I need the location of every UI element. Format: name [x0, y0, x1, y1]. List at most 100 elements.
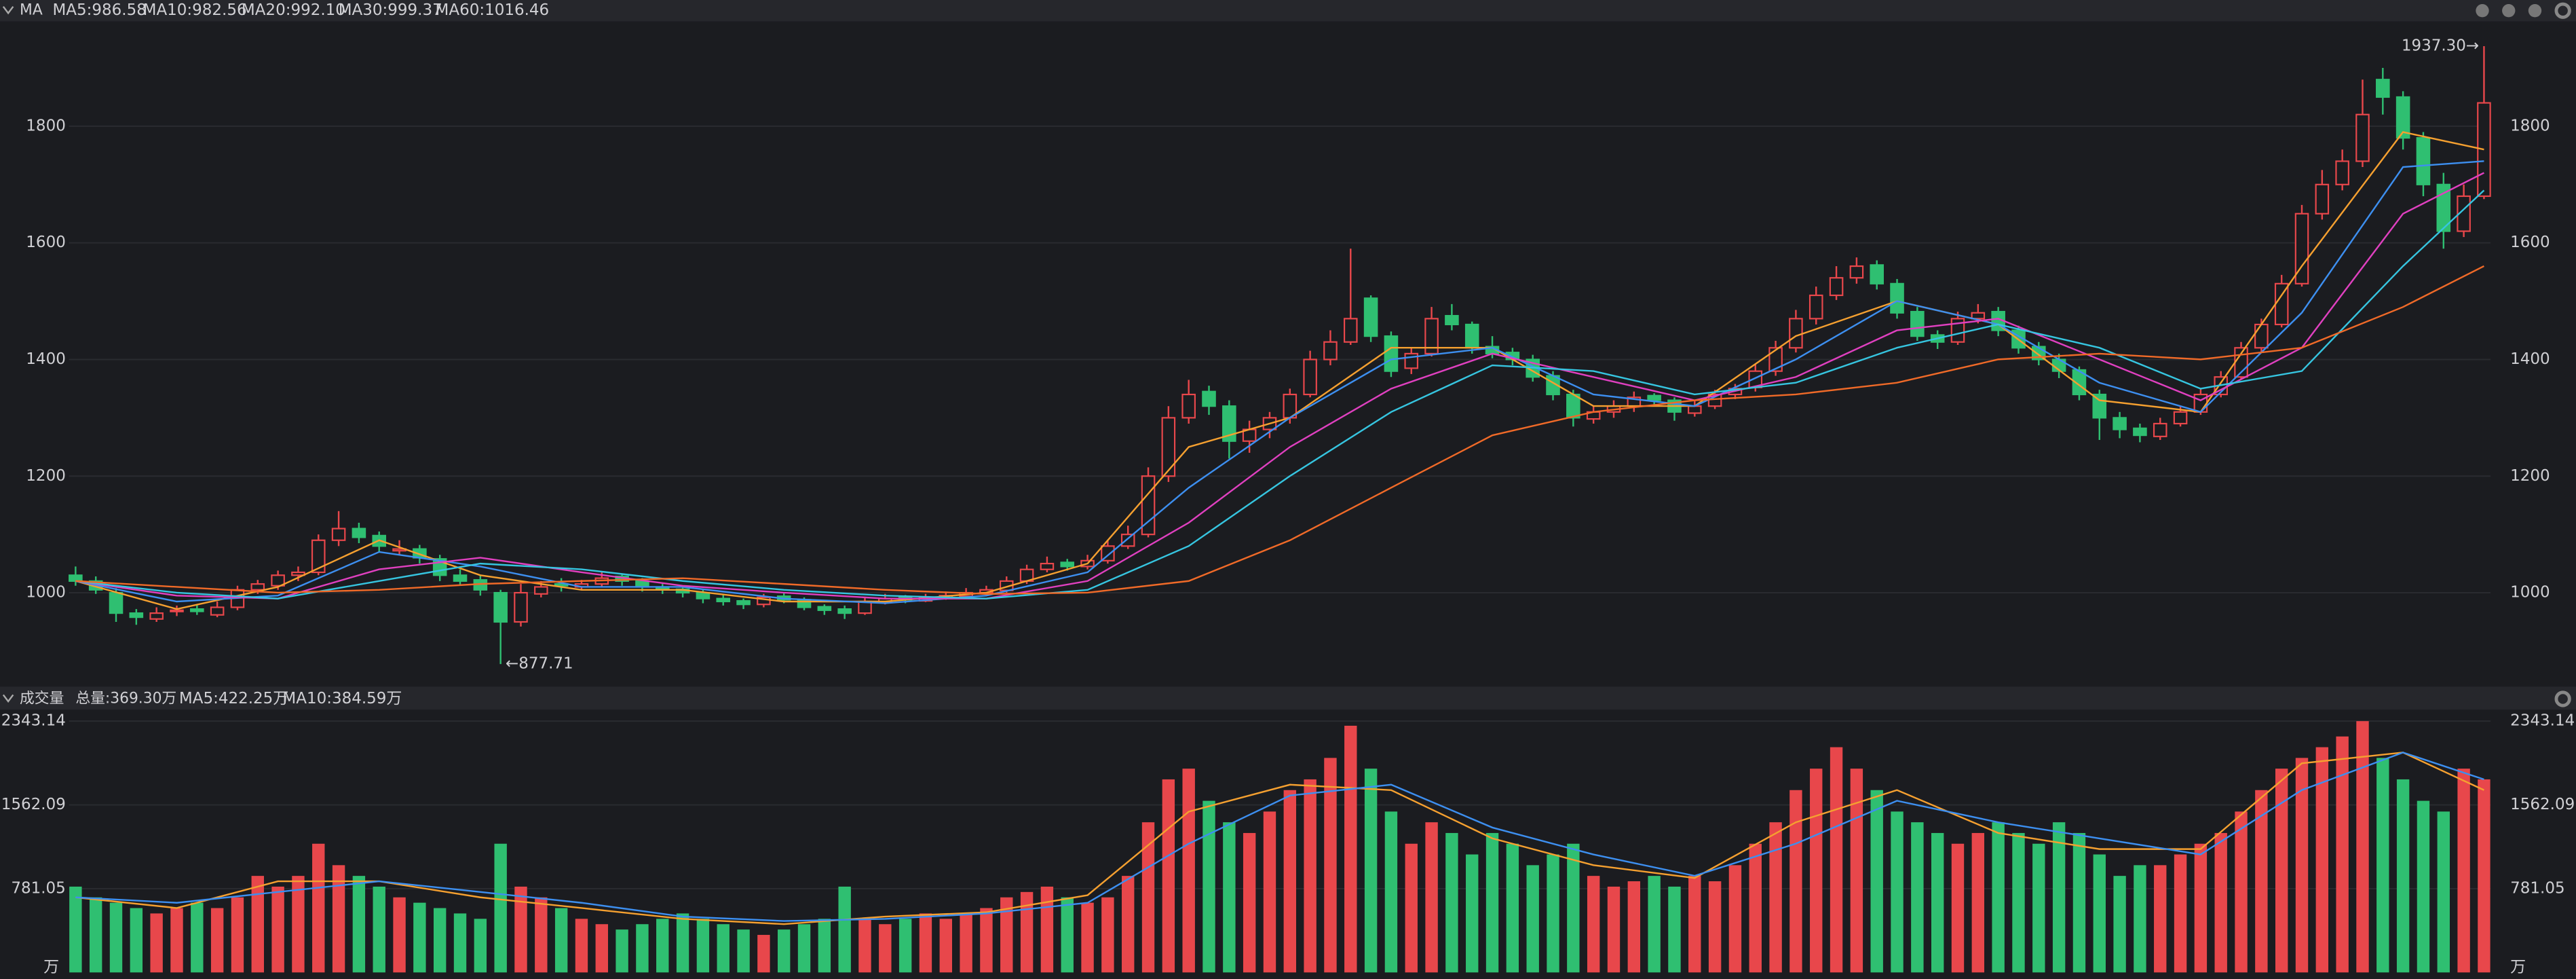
- volume-bar: [1749, 843, 1762, 973]
- ma-line: [75, 752, 2484, 925]
- candle-body: [696, 591, 711, 599]
- volume-bar: [1141, 822, 1155, 973]
- candle-body: [1120, 534, 1135, 547]
- volume-bar: [2134, 865, 2146, 973]
- volume-bar: [1243, 832, 1256, 973]
- candle-body: [1323, 341, 1338, 361]
- candle-body: [271, 574, 285, 587]
- candle-body: [736, 599, 751, 606]
- volume-bar: [898, 919, 912, 973]
- volume-bar: [1708, 881, 1722, 973]
- volume-bar: [150, 913, 163, 973]
- candle-body: [210, 606, 225, 616]
- volume-bar: [130, 908, 143, 973]
- remove-button[interactable]: [2528, 4, 2542, 18]
- volume-bar: [797, 924, 811, 973]
- candle-body: [1181, 393, 1196, 419]
- y-tick-label: 781.05: [2510, 879, 2564, 897]
- volume-bar: [514, 886, 527, 973]
- price-header: [0, 0, 2576, 22]
- total-volume: 总量:369.30万: [75, 690, 176, 707]
- volume-bar: [1202, 800, 1215, 973]
- candle-body: [2133, 427, 2147, 437]
- volume-bar: [595, 924, 608, 973]
- y-tick-label: 1400: [26, 350, 66, 368]
- volume-bar: [1992, 822, 2005, 973]
- minimize-button[interactable]: [2476, 4, 2489, 18]
- candle-body: [2376, 79, 2390, 98]
- volume-bar: [2255, 790, 2268, 973]
- volume-bar: [352, 876, 366, 973]
- volume-bar: [2437, 811, 2450, 973]
- add-button[interactable]: [2502, 4, 2516, 18]
- volume-bar: [1931, 832, 1944, 973]
- candle-body: [69, 574, 83, 582]
- settings-button[interactable]: [2554, 690, 2571, 707]
- volume-bar: [373, 886, 385, 973]
- candle-body: [817, 606, 832, 611]
- volume-bar: [919, 913, 932, 973]
- candle-body: [1384, 335, 1399, 372]
- candle-body: [190, 608, 204, 612]
- collapse-icon[interactable]: [2, 694, 14, 703]
- candle-body: [1971, 312, 1986, 320]
- candle-body: [493, 591, 508, 623]
- volume-bar: [1182, 769, 1195, 973]
- volume-bar: [2315, 747, 2329, 973]
- candle-body: [1445, 314, 1459, 326]
- volume-bar: [1587, 876, 1600, 973]
- volume-bar: [1870, 790, 1883, 973]
- y-tick-label: 1562.09: [1, 796, 66, 813]
- unit-label: 万: [2510, 959, 2526, 976]
- candle-body: [453, 574, 468, 582]
- volume-bar: [2356, 721, 2369, 973]
- candle-body: [1647, 394, 1661, 401]
- volume-bar: [474, 919, 487, 973]
- panel-title: MA: [20, 2, 43, 19]
- candle-body: [250, 583, 265, 591]
- ma-line: [75, 189, 2485, 599]
- y-tick-label: 781.05: [11, 879, 65, 897]
- candle-body: [1343, 318, 1358, 343]
- candle-body: [129, 612, 144, 618]
- volume-bar: [271, 886, 284, 973]
- volume-bar: [1040, 886, 1054, 973]
- volume-bar: [393, 897, 406, 973]
- candle-body: [2395, 96, 2410, 139]
- candle-body: [2335, 160, 2349, 185]
- volume-bar: [494, 843, 507, 973]
- volume-bar: [1668, 886, 1681, 973]
- y-tick-label: 1200: [26, 467, 66, 485]
- volume-bar: [2235, 811, 2248, 973]
- volume-bar: [453, 913, 467, 973]
- volume-bar: [312, 843, 325, 973]
- volume-bar: [717, 924, 730, 973]
- candle-body: [2153, 422, 2167, 437]
- volume-bar: [1425, 822, 1438, 973]
- volume-bar: [2478, 779, 2490, 973]
- volume-bar: [1971, 832, 1985, 973]
- candle-body: [2294, 213, 2309, 284]
- settings-button[interactable]: [2554, 2, 2571, 19]
- volume-bar: [89, 897, 102, 973]
- volume-bar: [2214, 832, 2227, 973]
- legend-entry: MA60:1016.46: [436, 1, 550, 19]
- volume-bar: [1445, 832, 1458, 973]
- collapse-icon[interactable]: [2, 5, 14, 15]
- y-tick-label: 1800: [26, 117, 66, 134]
- candle-body: [1161, 417, 1176, 477]
- candle-body: [1303, 358, 1317, 396]
- volume-bar: [575, 919, 588, 973]
- legend-entry: MA5:986.58: [52, 1, 146, 19]
- candle-body: [1363, 297, 1378, 337]
- volume-bar: [2457, 769, 2470, 973]
- volume-bar: [1547, 854, 1559, 973]
- volume-bar: [2052, 822, 2066, 973]
- volume-bar: [1344, 725, 1357, 973]
- volume-bar: [332, 865, 345, 973]
- volume-bar: [778, 929, 791, 973]
- candle-body: [2457, 195, 2471, 232]
- volume-bar: [1506, 843, 1519, 973]
- extreme-label: ←877.71: [506, 655, 573, 673]
